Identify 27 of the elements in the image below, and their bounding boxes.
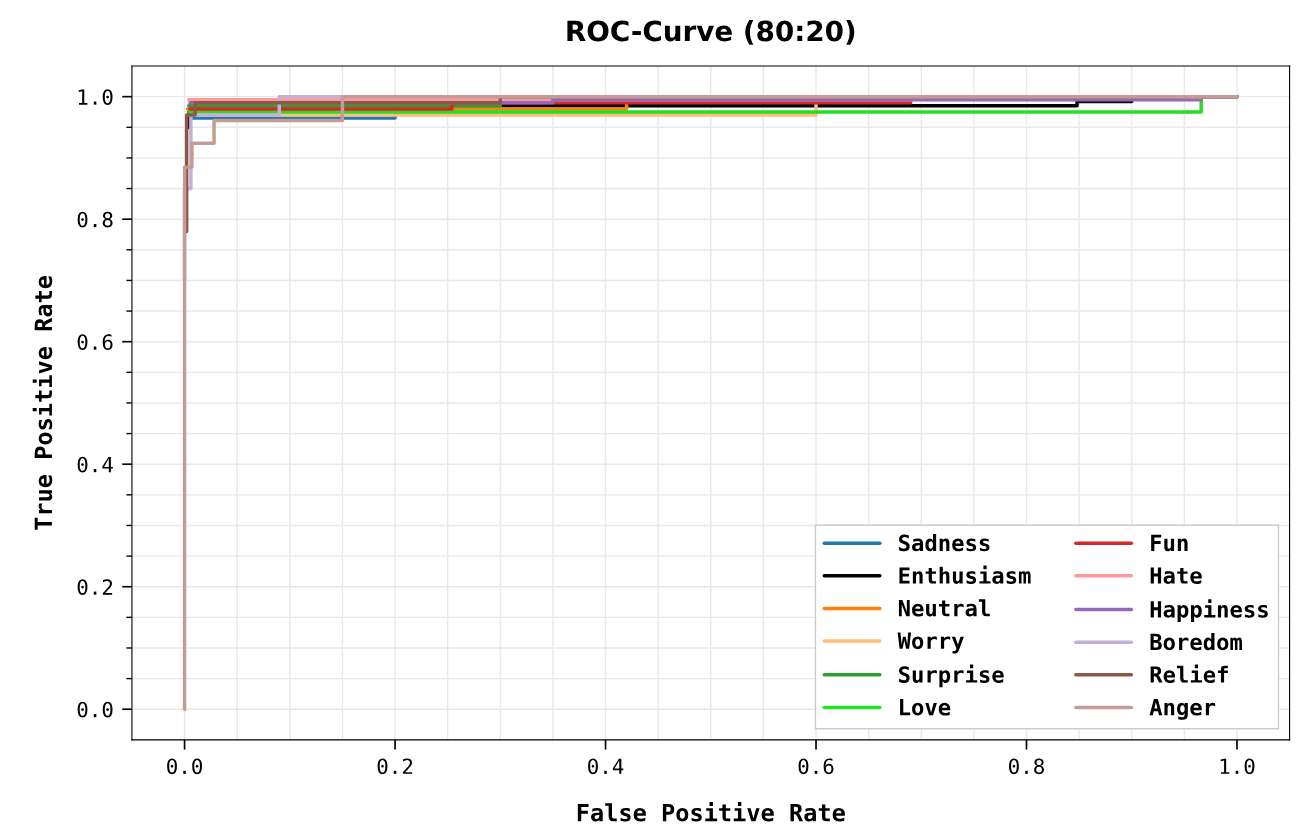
legend-label: Hate	[1150, 567, 1202, 584]
y-axis-title: True Positive Rate	[32, 275, 53, 530]
chart-title: ROC-Curve (80:20)	[567, 19, 855, 45]
y-tick-label: 0.6	[77, 334, 113, 350]
y-tick-label: 0.8	[77, 211, 113, 228]
y-tick-label: 1.0	[78, 89, 113, 105]
legend-label: Fun	[1151, 534, 1188, 552]
x-tick-label: 1.0	[1220, 758, 1255, 775]
legend-label: Love	[900, 699, 951, 716]
x-tick-label: 0.4	[588, 758, 624, 775]
legend-label: Anger	[1149, 699, 1216, 720]
x-axis-title: False Positive Rate	[577, 801, 845, 822]
legend-label: Relief	[1150, 664, 1228, 683]
legend-label: Worry	[897, 632, 964, 654]
legend-label: Happiness	[1150, 599, 1268, 623]
legend-label: Surprise	[899, 664, 1004, 688]
y-tick-label: 0.2	[77, 579, 113, 595]
legend-label: Sadness	[899, 534, 990, 552]
x-tick-label: 0.6	[798, 758, 834, 775]
legend-label: Enthusiasm	[899, 565, 1031, 584]
legend-label: Neutral	[898, 599, 990, 617]
y-tick-label: 0.4	[77, 456, 113, 473]
x-tick-label: 0.0	[167, 758, 203, 775]
x-tick-label: 0.8	[1009, 758, 1044, 775]
legend-label: Boredom	[1150, 633, 1242, 651]
y-tick-label: 0.0	[77, 701, 113, 718]
x-tick-label: 0.2	[377, 758, 413, 775]
